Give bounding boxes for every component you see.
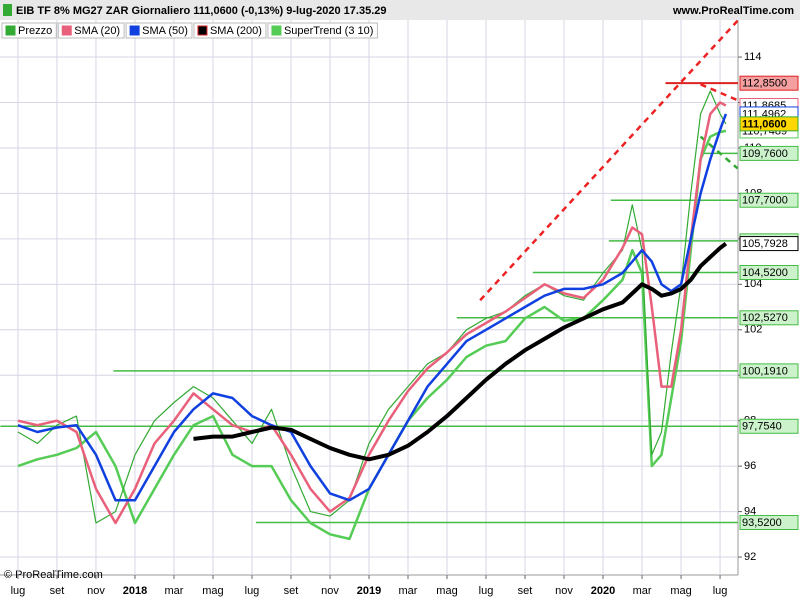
last-value-box — [739, 116, 799, 132]
x-tick-label: mar — [164, 585, 183, 597]
legend-label: SMA (20) — [74, 25, 120, 37]
x-tick-label: lug — [479, 585, 494, 597]
header-bar — [0, 0, 800, 20]
y-tick-label: 92 — [744, 551, 756, 563]
header-icon — [3, 4, 12, 16]
legend-label: SMA (200) — [210, 25, 262, 37]
series-line — [17, 101, 727, 525]
trend-line — [700, 83, 738, 102]
x-tick-label: mag — [202, 585, 223, 597]
legend-item — [125, 22, 193, 39]
level-box — [739, 363, 799, 379]
level-label: 107,7000 — [742, 195, 788, 207]
x-tick-label: set — [518, 585, 533, 597]
level-label: 112,8500 — [742, 78, 787, 90]
series-line — [17, 113, 728, 502]
legend-swatch — [5, 25, 16, 36]
trend-line — [699, 135, 738, 170]
x-tick-label: set — [50, 585, 65, 597]
legend-label: SuperTrend (3 10) — [284, 25, 373, 37]
x-tick-label: mag — [436, 585, 457, 597]
level-box — [739, 145, 799, 161]
legend-swatch — [271, 25, 282, 36]
legend-swatch — [61, 25, 72, 36]
y-tick-label: 102 — [744, 324, 762, 336]
x-tick-label: nov — [555, 585, 573, 597]
x-tick-label: mar — [633, 585, 652, 597]
x-tick-label: lug — [713, 585, 728, 597]
legend-item — [193, 22, 267, 39]
level-label: 109,7600 — [742, 148, 788, 160]
level-label: 97,7540 — [742, 421, 782, 433]
x-tick-label: 2018 — [123, 585, 147, 597]
x-tick-label: mar — [399, 585, 418, 597]
x-tick-label: lug — [11, 585, 26, 597]
level-box — [739, 310, 799, 326]
y-tick-label: 96 — [744, 460, 756, 472]
level-box — [739, 75, 799, 91]
x-tick-label: 2019 — [357, 585, 381, 597]
x-tick-label: nov — [87, 585, 105, 597]
last-value-box — [739, 236, 799, 252]
level-box — [739, 265, 799, 280]
legend: Prezzo SMA (20) SMA (50) SMA (200) SuperTren… — [1, 22, 378, 39]
trend-line — [479, 20, 738, 302]
y-tick-label: 104 — [744, 278, 762, 290]
x-tick-label: set — [284, 585, 299, 597]
level-label: 102,5270 — [742, 312, 788, 324]
level-label: 100,1910 — [742, 365, 788, 377]
legend-label: Prezzo — [18, 25, 52, 37]
x-tick-label: mag — [670, 585, 691, 597]
chart-title: EIB TF 8% MG27 ZAR Giornaliero 111,0600 … — [16, 5, 387, 17]
series-line — [193, 242, 728, 462]
x-tick-label: 2020 — [591, 585, 615, 597]
series-line — [17, 90, 727, 524]
plot-area — [0, 20, 738, 575]
last-value-label: 111,0600 — [742, 118, 787, 130]
y-tick-label: 94 — [744, 505, 756, 517]
series-line — [17, 129, 727, 541]
level-box — [739, 515, 799, 530]
x-tick-label: nov — [321, 585, 339, 597]
legend-item — [267, 22, 378, 39]
y-tick-label: 114 — [744, 51, 762, 63]
legend-item — [57, 22, 125, 39]
level-box — [739, 192, 799, 208]
legend-label: SMA (50) — [142, 25, 188, 37]
legend-item — [1, 22, 57, 39]
legend-swatch — [129, 25, 140, 36]
level-label: 93,5200 — [742, 517, 782, 529]
level-label: 104,5200 — [742, 267, 788, 279]
last-value-label: 105,7928 — [742, 238, 788, 250]
copyright: © ProRealTime.com — [4, 569, 103, 581]
legend-swatch — [197, 25, 208, 36]
x-tick-label: lug — [245, 585, 260, 597]
level-box — [739, 418, 799, 434]
source: www.ProRealTime.com — [672, 5, 794, 17]
